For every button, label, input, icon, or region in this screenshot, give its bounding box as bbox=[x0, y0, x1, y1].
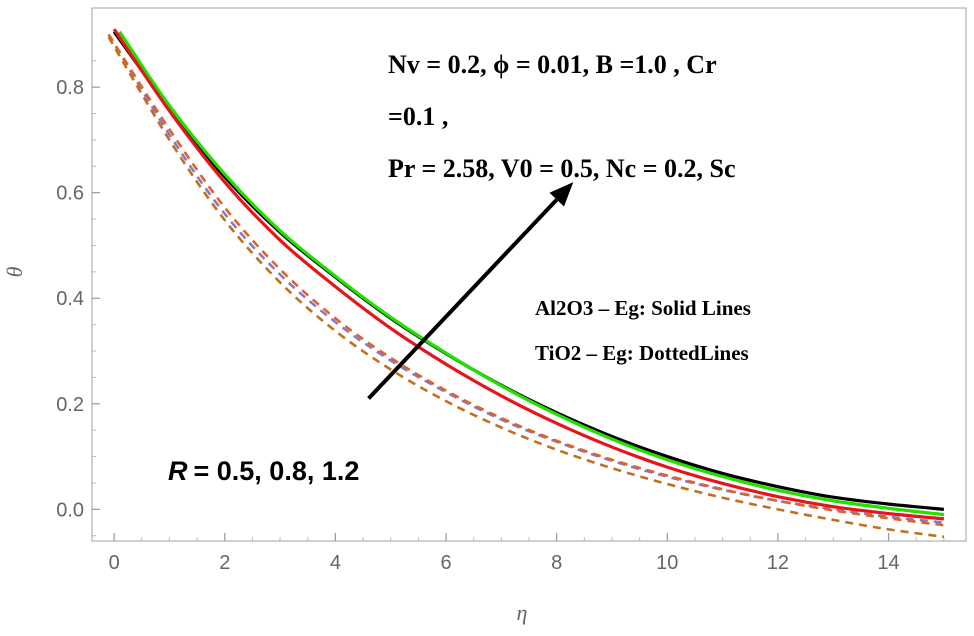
r-symbol: R bbox=[168, 456, 188, 486]
series-line bbox=[120, 32, 944, 515]
x-tick-label: 6 bbox=[440, 552, 451, 574]
x-tick-label: 4 bbox=[330, 552, 341, 574]
r-values: = 0.5, 0.8, 1.2 bbox=[194, 456, 360, 486]
x-tick-label: 10 bbox=[656, 552, 678, 574]
legend-solid-lines: Al2O3 – Eg: Solid Lines bbox=[535, 296, 751, 320]
y-tick-labels: 0.0 0.2 0.4 0.6 0.8 bbox=[56, 77, 84, 521]
series-line bbox=[114, 29, 944, 519]
x-axis-label: η bbox=[517, 600, 528, 625]
y-tick-label: 0.0 bbox=[56, 499, 84, 521]
x-tick-label: 0 bbox=[109, 552, 120, 574]
series-line bbox=[114, 32, 944, 510]
x-tick-label: 14 bbox=[877, 552, 899, 574]
x-tick-labels: 0 2 4 6 8 10 12 14 bbox=[109, 552, 900, 574]
x-tick-label: 8 bbox=[551, 552, 562, 574]
x-tick-label: 2 bbox=[219, 552, 230, 574]
params-line-2: =0.1 , bbox=[388, 102, 448, 131]
y-tick-label: 0.2 bbox=[56, 394, 84, 416]
y-tick-label: 0.6 bbox=[56, 183, 84, 205]
trend-arrow bbox=[369, 182, 574, 398]
line-chart: 0 2 4 6 8 10 12 14 0.0 0.2 0.4 0.6 0.8 η θ Nv = 0.2… bbox=[0, 0, 974, 636]
params-line-3: Pr = 2.58, V0 = 0.5, Nc = 0.2, Sc bbox=[388, 154, 736, 183]
y-tick-label: 0.4 bbox=[56, 288, 84, 310]
params-line-1: Nv = 0.2, ϕ = 0.01, B =1.0 , Cr bbox=[388, 50, 717, 79]
y-axis-label: θ bbox=[2, 266, 27, 277]
series-line bbox=[109, 34, 944, 525]
y-tick-label: 0.8 bbox=[56, 77, 84, 99]
x-tick-label: 12 bbox=[767, 552, 789, 574]
r-values-label: R = 0.5, 0.8, 1.2 bbox=[168, 456, 359, 486]
series-line bbox=[109, 34, 944, 522]
legend-dotted-lines: TiO2 – Eg: DottedLines bbox=[535, 341, 749, 365]
arrow-shaft bbox=[369, 200, 557, 399]
